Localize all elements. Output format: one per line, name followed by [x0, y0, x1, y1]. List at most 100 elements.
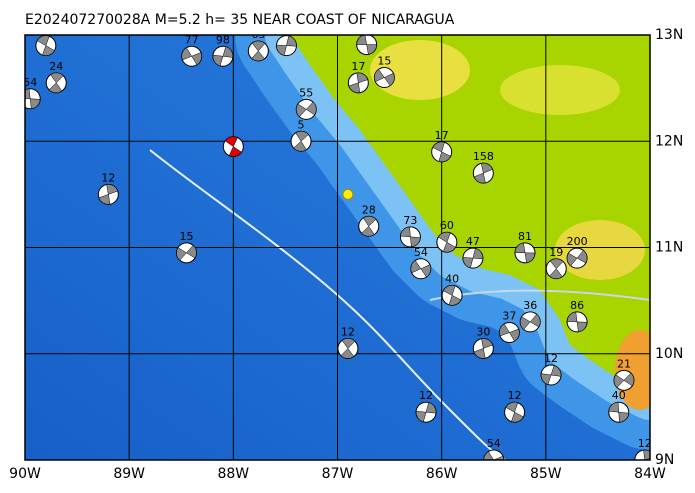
x-tick-label: 87W [322, 466, 354, 482]
land [290, 35, 650, 395]
beachball-quadrant [224, 136, 242, 157]
x-tick-label: 86W [426, 466, 458, 482]
beachball-quadrant [608, 401, 629, 423]
event: 12 [504, 389, 526, 423]
depth-label: 12 [419, 389, 433, 402]
depth-label: 73 [403, 214, 417, 227]
depth-label: 200 [567, 235, 588, 248]
event: 12 [97, 171, 119, 205]
event: 21 [613, 357, 635, 391]
beachball-quadrant [212, 46, 234, 67]
event: 37 [498, 310, 520, 343]
trench [149, 149, 508, 460]
event: 17 [347, 60, 369, 94]
event: 12 [337, 325, 359, 359]
depth-label: 54 [414, 246, 428, 259]
beachball-quadrant [340, 338, 356, 359]
depth-label: 12 [341, 325, 355, 338]
depth-label: 19 [549, 246, 563, 259]
beachball-quadrant [540, 365, 562, 385]
depth-label: 12 [508, 389, 522, 402]
event: 12 [634, 437, 652, 460]
beachball-quadrant [98, 184, 119, 205]
beachball-quadrant [25, 88, 41, 109]
event: 24 [45, 60, 67, 94]
event: 73 [399, 214, 421, 248]
depth-label: 60 [440, 219, 454, 232]
event: 158 [472, 150, 494, 184]
beachball-quadrant [374, 68, 395, 87]
y-tick-label: 9N [655, 452, 674, 468]
beachball-quadrant [462, 248, 484, 269]
beachball-quadrant [415, 402, 437, 423]
depth-label: 15 [377, 55, 391, 68]
highland [555, 220, 645, 280]
depth-label: 98 [216, 33, 230, 46]
depth-label: 63 [251, 28, 265, 41]
beachball-quadrant [519, 313, 541, 330]
depth-label: 5 [298, 118, 305, 131]
depth-label: 77 [185, 33, 199, 46]
event: 200 [566, 235, 588, 269]
events: 14 63 168 15 17 158 200 81 19 47 54 40 30 36 86 12 12 54 1… [25, 28, 652, 460]
beachball-quadrant [251, 40, 266, 62]
beachball-quadrant [442, 285, 462, 306]
beachball-quadrant [505, 401, 524, 423]
event: 54 [25, 76, 41, 110]
depth-label: 28 [362, 203, 376, 216]
depth-label: 17 [351, 60, 365, 73]
beachball-quadrant [176, 244, 197, 261]
event: 19 [545, 246, 567, 280]
highland [500, 65, 620, 115]
x-tick-label: 84W [634, 466, 666, 482]
y-tick-label: 11N [655, 240, 683, 256]
event: 12 [415, 389, 437, 423]
event: 30 [472, 325, 494, 359]
main-event [222, 136, 244, 158]
beachball-quadrant [181, 47, 202, 66]
depth-label: 12 [638, 437, 652, 450]
beachball-quadrant [356, 35, 377, 55]
depth-label: 21 [617, 357, 631, 370]
x-tick-label: 89W [113, 466, 145, 482]
y-tick-label: 12N [655, 133, 683, 149]
event: 81 [514, 230, 536, 264]
event: 77 [181, 33, 203, 67]
depth-label: 86 [570, 299, 584, 312]
depth-label: 54 [487, 437, 501, 450]
y-tick-label: 13N [655, 27, 683, 43]
depth-label: 12 [101, 171, 115, 184]
depth-label: 40 [445, 272, 459, 285]
depth-label: 30 [476, 325, 490, 338]
beachball-quadrant [566, 250, 588, 267]
beachball-quadrant [473, 162, 493, 184]
event: 55 [295, 86, 317, 120]
depth-label: 15 [179, 230, 193, 243]
beachball-quadrant [296, 101, 317, 118]
depth-label: 12 [544, 352, 558, 365]
depth-label: 24 [49, 60, 63, 73]
x-tick-label: 85W [530, 466, 562, 482]
beachball-quadrant [410, 260, 432, 278]
depth-label: 158 [473, 150, 494, 163]
y-tick-label: 10N [655, 346, 683, 362]
beachball-quadrant [613, 372, 635, 388]
event: 54 [410, 246, 432, 280]
x-tick-label: 90W [9, 466, 41, 482]
event: 12 [540, 352, 562, 386]
event: 63 [247, 28, 269, 62]
event: 36 [519, 299, 541, 333]
beachball-quadrant [437, 231, 456, 253]
beachball-quadrant [566, 311, 588, 333]
beachball-quadrant [549, 258, 564, 279]
depth-label: 81 [518, 230, 532, 243]
depth-label: 55 [299, 86, 313, 99]
event: 54 [483, 437, 505, 460]
depth-label: 17 [435, 129, 449, 142]
event: 60 [436, 219, 458, 253]
beachball-quadrant [400, 226, 421, 248]
event: 17 [431, 129, 453, 163]
beachball-quadrant [483, 451, 504, 460]
beachball-quadrant [432, 141, 451, 163]
depth-label: 37 [502, 310, 516, 323]
